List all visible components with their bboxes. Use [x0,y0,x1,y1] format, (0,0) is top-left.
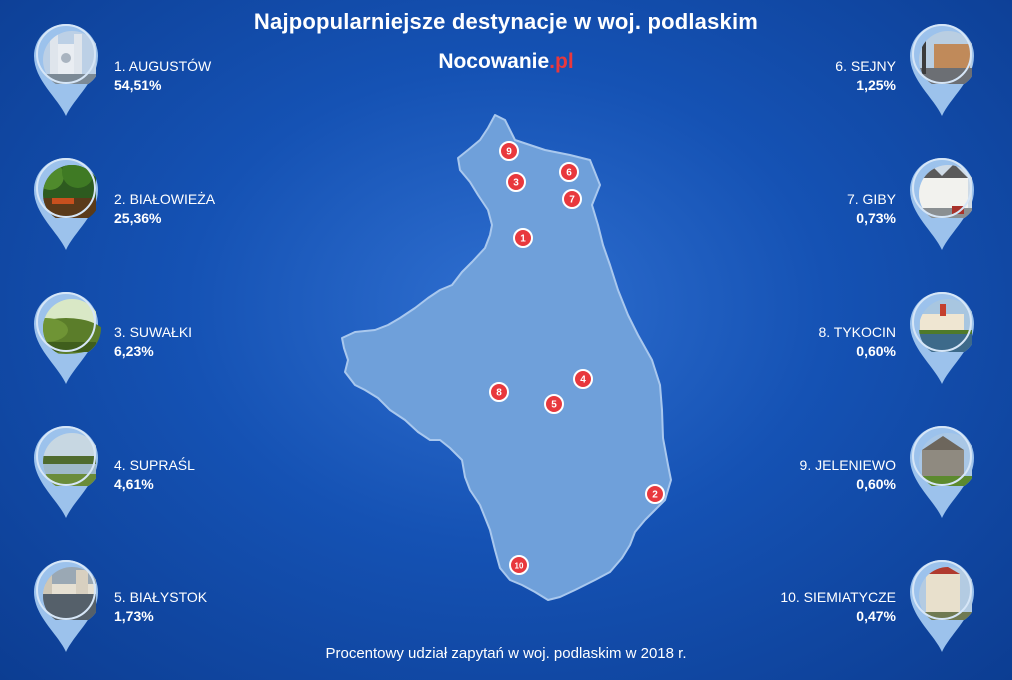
map-marker-rank: 4 [580,375,586,386]
destination-share: 25,36% [114,210,162,226]
destination-share: 1,25% [856,77,896,93]
destination-label: 1. AUGUSTÓW 54,51% [114,57,284,95]
page-title: Najpopularniejsze destynacje w woj. podl… [253,9,759,34]
destination-share: 54,51% [114,77,162,93]
destination-share: 1,73% [114,608,154,624]
map-markers: 1 2 3 4 5 6 7 8 9 10 [489,141,665,575]
map-marker: 4 [573,369,593,389]
destination-name: 9. JELENIEWO [799,457,896,473]
pin-old-building [906,420,978,520]
destination-name: 4. SUPRAŚL [114,457,195,473]
map-marker: 7 [562,189,582,209]
pin-city-street [30,554,102,654]
map-marker: 2 [645,484,665,504]
destination-share: 0,47% [856,608,896,624]
pin-green-hills [30,286,102,386]
destination-name: 6. SEJNY [835,58,896,74]
destination-label: 6. SEJNY 1,25% [726,57,896,95]
map-marker: 8 [489,382,509,402]
pin-lake-meadow [30,420,102,520]
destination-label: 8. TYKOCIN 0,60% [726,323,896,361]
destination-name: 8. TYKOCIN [818,324,896,340]
map-marker-rank: 1 [520,234,526,245]
brand-tld: .pl [549,50,574,73]
brand-name: Nocowanie [438,50,550,73]
destination-name: 7. GIBY [846,191,896,207]
destination-photo [43,31,96,84]
map-marker-rank: 2 [652,490,658,501]
pin-town-square [906,18,978,118]
map-marker-rank: 9 [506,147,512,158]
destination-label: 4. SUPRAŚL 4,61% [114,456,284,494]
destination-share: 0,73% [856,210,896,226]
destination-share: 0,60% [856,476,896,492]
map-marker-rank: 3 [513,178,519,189]
destination-name: 3. SUWAŁKI [114,324,193,340]
destination-name: 5. BIAŁYSTOK [114,589,208,605]
destination-share: 6,23% [114,343,154,359]
destination-photo [919,31,972,84]
map-marker: 10 [509,555,529,575]
pin-white-houses [906,152,978,252]
destination-photo [43,433,96,486]
destination-name: 2. BIAŁOWIEŻA [114,191,216,207]
pin-castle-pond [906,286,978,386]
map-marker-rank: 8 [496,388,502,399]
map-marker-rank: 10 [515,562,524,571]
destination-name: 10. SIEMIATYCZE [780,589,896,605]
destination-label: 5. BIAŁYSTOK 1,73% [114,588,284,626]
map-marker: 3 [506,172,526,192]
destination-label: 3. SUWAŁKI 6,23% [114,323,284,361]
destination-label: 10. SIEMIATYCZE 0,47% [726,588,896,626]
map-marker: 9 [499,141,519,161]
map-marker-rank: 6 [566,168,572,179]
map-marker: 6 [559,162,579,182]
map-marker-rank: 5 [551,400,557,411]
pin-church-towers [30,18,102,118]
destination-name: 1. AUGUSTÓW [114,58,212,74]
destination-share: 4,61% [114,476,154,492]
chart-footnote: Procentowy udział zapytań w woj. podlask… [325,645,687,662]
destination-label: 7. GIBY 0,73% [726,190,896,228]
brand-logo: Nocowanie.pl [0,50,1012,74]
destination-share: 0,60% [856,343,896,359]
map-marker: 5 [544,394,564,414]
destination-photo [43,299,101,354]
map-marker-rank: 7 [569,195,575,206]
destination-label: 2. BIAŁOWIEŻA 25,36% [114,190,284,228]
destination-label: 9. JELENIEWO 0,60% [726,456,896,494]
map-marker: 1 [513,228,533,248]
pin-forest [30,152,102,252]
podlaskie-region-outline [341,114,672,601]
pin-tall-building [906,554,978,654]
